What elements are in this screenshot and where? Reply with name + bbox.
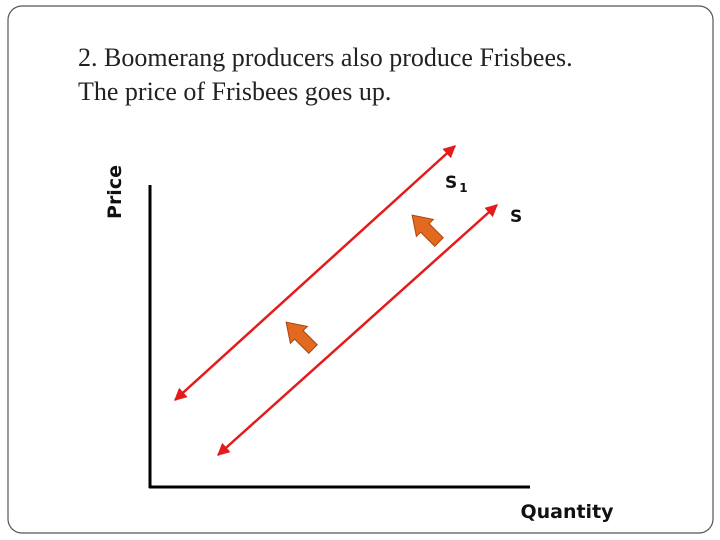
shift-arrow bbox=[285, 321, 318, 354]
curve-label-main: S bbox=[445, 173, 457, 193]
supply-curve bbox=[217, 204, 498, 456]
x-axis-label: Quantity bbox=[520, 501, 614, 523]
curve-label: S bbox=[510, 207, 522, 227]
title-line: 2. Boomerang producers also produce Fris… bbox=[78, 43, 573, 72]
curve-label-subscript: 1 bbox=[459, 181, 467, 195]
title-line: The price of Frisbees goes up. bbox=[78, 77, 391, 106]
y-axis-label: Price bbox=[104, 165, 126, 219]
shift-arrow bbox=[411, 214, 444, 247]
